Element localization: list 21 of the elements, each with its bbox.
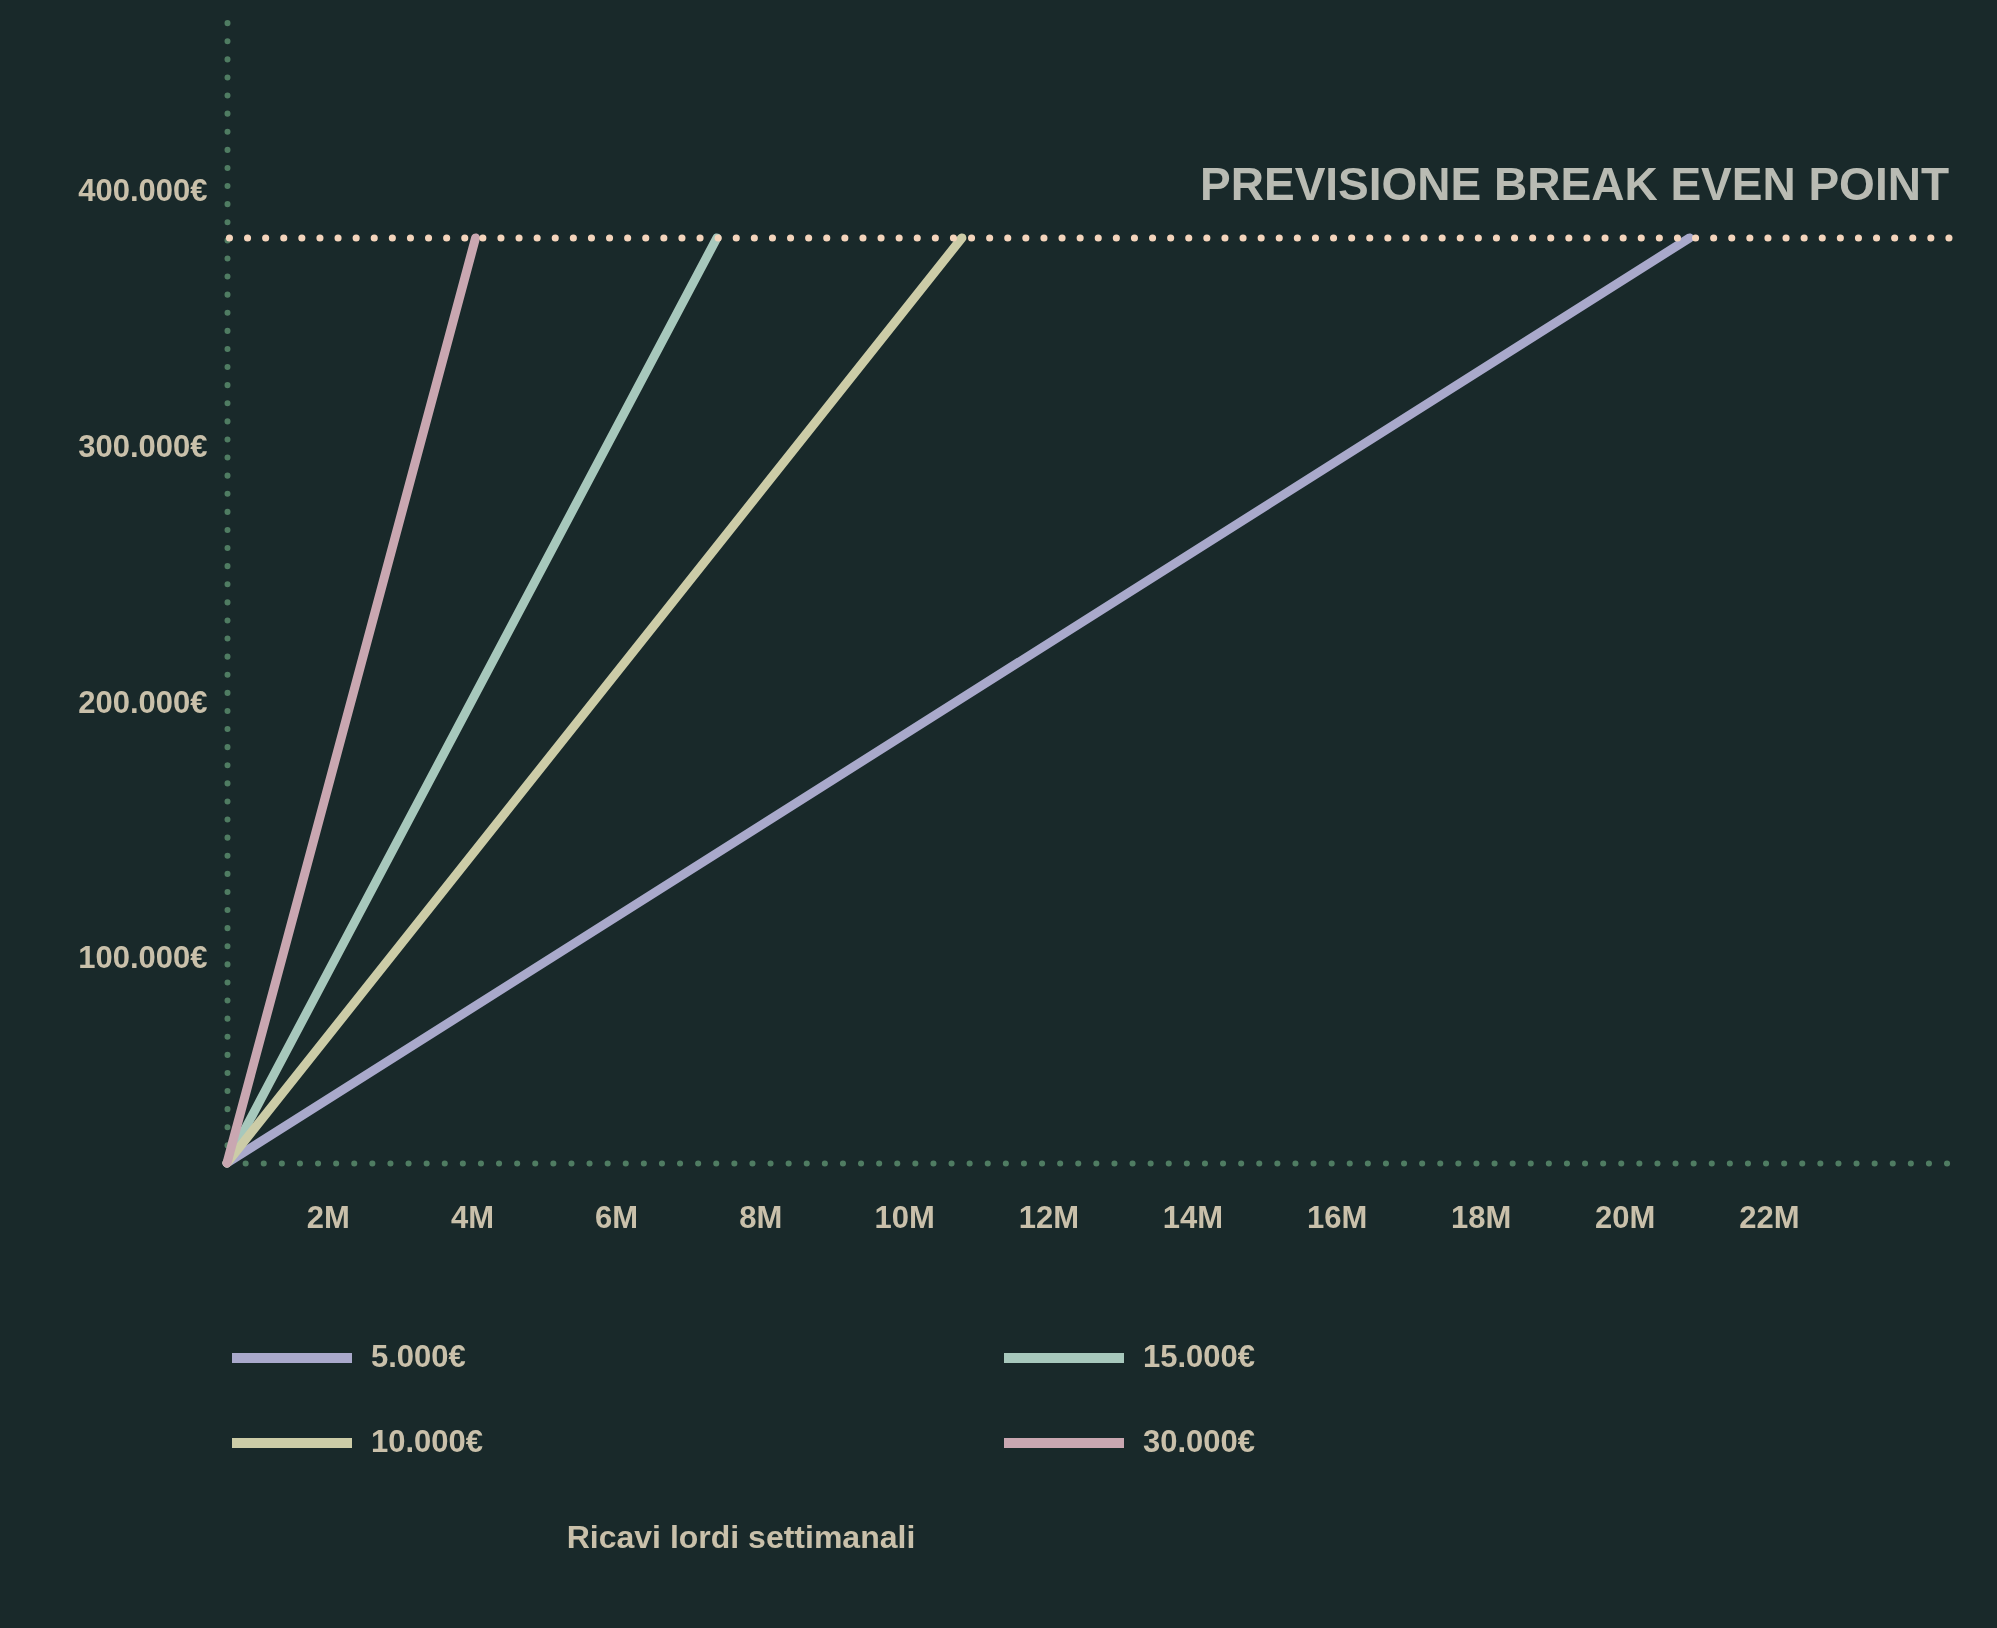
legend-title: Ricavi lordi settimanali <box>566 1519 916 1555</box>
x-tick-label: 22M <box>1739 1199 1800 1235</box>
x-tick-label: 18M <box>1451 1199 1512 1235</box>
legend-label: 5.000€ <box>371 1339 466 1374</box>
x-tick-label: 6M <box>595 1199 639 1235</box>
y-tick-label: 400.000€ <box>78 173 208 209</box>
ref-line-label: PREVISIONE BREAK EVEN POINT <box>1200 157 1949 210</box>
y-tick-label: 300.000€ <box>78 428 208 464</box>
legend-label: 30.000€ <box>1143 1424 1256 1459</box>
x-tick-label: 8M <box>739 1199 783 1235</box>
x-tick-label: 20M <box>1595 1199 1656 1235</box>
legend-label: 10.000€ <box>371 1424 484 1459</box>
y-tick-label: 200.000€ <box>78 684 208 720</box>
x-tick-label: 2M <box>306 1199 350 1235</box>
x-tick-label: 12M <box>1018 1199 1080 1235</box>
x-tick-label: 16M <box>1306 1199 1368 1235</box>
y-tick-label: 100.000€ <box>78 940 208 976</box>
x-tick-label: 4M <box>450 1199 495 1235</box>
x-tick-label: 10M <box>874 1199 935 1235</box>
x-tick-label: 14M <box>1162 1199 1224 1235</box>
legend-label: 15.000€ <box>1143 1339 1256 1374</box>
